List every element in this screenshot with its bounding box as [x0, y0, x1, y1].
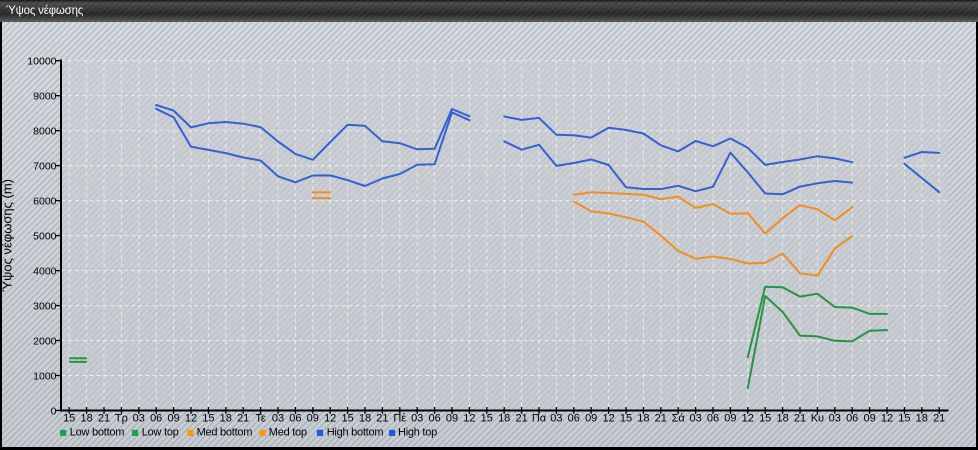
svg-text:21: 21	[933, 413, 945, 425]
svg-text:03: 03	[550, 413, 562, 425]
svg-text:15: 15	[481, 413, 493, 425]
svg-text:06: 06	[428, 413, 440, 425]
svg-text:12: 12	[463, 413, 475, 425]
svg-text:21: 21	[794, 413, 806, 425]
svg-text:8000: 8000	[33, 126, 57, 138]
svg-text:6000: 6000	[33, 196, 57, 208]
svg-text:1000: 1000	[33, 371, 57, 383]
svg-text:7000: 7000	[33, 161, 57, 173]
svg-text:12: 12	[185, 413, 197, 425]
svg-text:15: 15	[202, 413, 214, 425]
svg-text:Τρ: Τρ	[115, 413, 128, 425]
svg-text:18: 18	[776, 413, 788, 425]
svg-text:03: 03	[689, 413, 701, 425]
svg-text:18: 18	[916, 413, 928, 425]
svg-text:High top: High top	[398, 427, 437, 439]
svg-text:12: 12	[881, 413, 893, 425]
svg-text:3000: 3000	[33, 301, 57, 313]
svg-text:18: 18	[359, 413, 371, 425]
svg-text:06: 06	[846, 413, 858, 425]
svg-text:03: 03	[411, 413, 423, 425]
svg-text:Ύψος νέφωσης (m): Ύψος νέφωσης (m)	[0, 179, 15, 292]
svg-text:09: 09	[724, 413, 736, 425]
svg-text:12: 12	[324, 413, 336, 425]
svg-text:4000: 4000	[33, 266, 57, 278]
svg-text:15: 15	[759, 413, 771, 425]
svg-text:Med bottom: Med bottom	[197, 427, 253, 439]
svg-text:06: 06	[707, 413, 719, 425]
svg-text:03: 03	[829, 413, 841, 425]
svg-text:09: 09	[307, 413, 319, 425]
svg-text:Πέ: Πέ	[393, 413, 406, 425]
svg-text:06: 06	[289, 413, 301, 425]
svg-text:21: 21	[237, 413, 249, 425]
svg-text:15: 15	[620, 413, 632, 425]
svg-text:15: 15	[898, 413, 910, 425]
svg-text:9000: 9000	[33, 91, 57, 103]
svg-text:10000: 10000	[27, 56, 56, 68]
svg-text:09: 09	[585, 413, 597, 425]
svg-text:18: 18	[80, 413, 92, 425]
svg-text:03: 03	[133, 413, 145, 425]
svg-text:Τε: Τε	[255, 413, 266, 425]
svg-text:Κυ: Κυ	[811, 413, 824, 425]
svg-text:09: 09	[167, 413, 179, 425]
svg-text:2000: 2000	[33, 336, 57, 348]
svg-text:03: 03	[272, 413, 284, 425]
svg-text:12: 12	[602, 413, 614, 425]
svg-text:Σά: Σά	[672, 413, 686, 425]
svg-text:21: 21	[655, 413, 667, 425]
svg-text:12: 12	[742, 413, 754, 425]
svg-text:21: 21	[376, 413, 388, 425]
svg-text:High bottom: High bottom	[327, 427, 384, 439]
svg-text:09: 09	[446, 413, 458, 425]
svg-text:21: 21	[515, 413, 527, 425]
svg-text:15: 15	[341, 413, 353, 425]
svg-text:21: 21	[98, 413, 110, 425]
svg-text:15: 15	[63, 413, 75, 425]
svg-text:06: 06	[150, 413, 162, 425]
svg-text:Low bottom: Low bottom	[70, 427, 124, 439]
svg-text:0: 0	[51, 406, 57, 418]
svg-text:Med top: Med top	[269, 427, 307, 439]
svg-text:Low top: Low top	[142, 427, 179, 439]
svg-text:18: 18	[220, 413, 232, 425]
svg-text:09: 09	[863, 413, 875, 425]
svg-text:18: 18	[498, 413, 510, 425]
svg-text:Πα: Πα	[532, 413, 547, 425]
svg-text:18: 18	[637, 413, 649, 425]
svg-text:06: 06	[568, 413, 580, 425]
svg-text:5000: 5000	[33, 231, 57, 243]
